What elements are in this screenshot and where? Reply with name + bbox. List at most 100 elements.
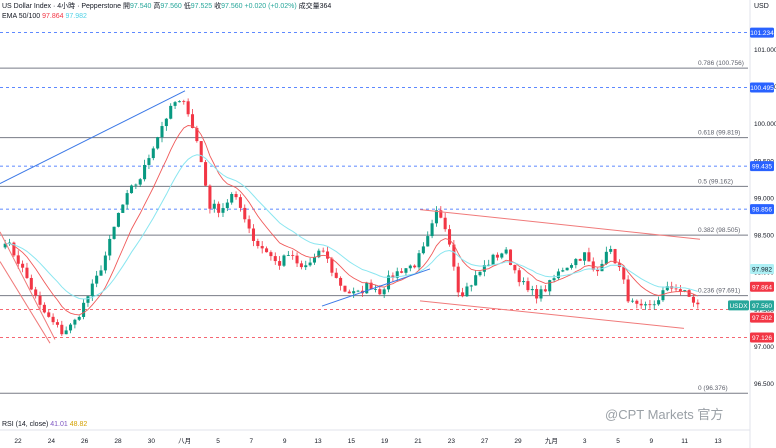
candle: [260, 246, 264, 249]
candle: [116, 212, 120, 227]
candle: [173, 102, 177, 106]
candle: [138, 179, 142, 185]
candle: [365, 282, 369, 294]
symbol-title[interactable]: US Dollar Index · 4小時 · Pepperstone: [2, 3, 122, 10]
candle: [343, 285, 347, 292]
candle: [487, 264, 491, 266]
price-tag-label: 101.234: [750, 30, 774, 37]
price-tag-bg: [750, 300, 774, 311]
x-tick-label: 7: [250, 438, 254, 445]
y-tick-label: 98.500: [754, 233, 774, 240]
candle: [369, 282, 373, 290]
candle: [247, 219, 251, 229]
candle: [574, 259, 578, 266]
candle: [530, 289, 534, 291]
candle: [308, 262, 312, 266]
candle: [373, 289, 377, 290]
channel-top-line: [419, 209, 701, 240]
candle: [495, 254, 499, 258]
candle: [82, 302, 86, 317]
price-tag-bg: [728, 300, 749, 311]
x-tick-label: 9: [283, 438, 287, 445]
candle: [265, 248, 269, 253]
candle: [304, 265, 308, 268]
price-tag: 100.495: [750, 82, 774, 93]
candle: [326, 251, 330, 259]
change-value: +0.020 (+0.02%): [244, 3, 297, 10]
rsi-label: RSI (14, close): [2, 421, 49, 428]
candle: [212, 203, 216, 209]
candle: [90, 283, 94, 297]
legend-rsi[interactable]: RSI (14, close) 41.01 48.82: [2, 420, 87, 429]
candle: [552, 278, 556, 281]
legend-ema[interactable]: EMA 50/100 97.864 97.982: [2, 12, 87, 21]
candle: [526, 281, 530, 291]
candle: [339, 277, 343, 286]
candle: [125, 193, 129, 205]
candle: [665, 286, 669, 291]
x-tick-label: 13: [714, 438, 722, 445]
candle: [404, 268, 408, 273]
candle: [221, 208, 225, 213]
candle: [47, 312, 51, 317]
price-tag-label: 99.435: [752, 164, 772, 171]
candle: [347, 291, 351, 294]
candle: [661, 290, 665, 301]
x-tick-label: 30: [148, 438, 156, 445]
candle: [587, 252, 591, 262]
candle: [225, 202, 229, 209]
price-tag: USDX: [728, 300, 749, 311]
x-tick-label: 11: [681, 438, 688, 445]
candle: [482, 265, 486, 272]
candle: [321, 250, 325, 252]
candle: [3, 243, 7, 248]
candle: [674, 288, 678, 290]
y-tick-label: 99.000: [754, 195, 774, 202]
price-tag: 97.502: [750, 312, 774, 323]
x-tick-label: 21: [414, 438, 422, 445]
fib-label: 0 (96.376): [698, 385, 728, 392]
candle: [291, 255, 295, 256]
price-tag-label: 97.864: [752, 284, 772, 291]
price-tag: 97.982: [750, 264, 774, 275]
low-value: 97.525: [190, 3, 213, 10]
candle: [635, 300, 639, 304]
candle: [251, 228, 256, 241]
high-value: 97.560: [160, 3, 182, 10]
candle: [86, 296, 90, 303]
candle: [600, 263, 604, 272]
candle: [604, 251, 608, 264]
price-tag-bg: [750, 204, 774, 215]
x-tick-label: 26: [81, 438, 89, 445]
candle: [317, 250, 321, 258]
candle: [696, 302, 700, 305]
price-tag-bg: [750, 82, 774, 93]
candle: [456, 266, 460, 293]
candle: [491, 254, 495, 265]
candle: [443, 217, 447, 230]
x-tick-label: 28: [114, 438, 122, 445]
fib-label: 0.618 (99.819): [698, 130, 740, 137]
candle: [387, 275, 391, 290]
fib-label: 0.236 (97.691): [698, 288, 740, 295]
price-tag-label: 97.560: [752, 303, 772, 310]
candle: [169, 105, 173, 119]
x-tick-label: 3: [583, 438, 587, 445]
candle: [64, 330, 68, 335]
candle: [77, 316, 81, 320]
candle: [164, 118, 168, 127]
candle: [569, 265, 574, 268]
price-tag-label: USDX: [729, 303, 748, 310]
candle: [417, 253, 421, 268]
rsi-value-b: 48.82: [69, 421, 88, 428]
x-tick-label: 9: [650, 438, 654, 445]
candle: [508, 249, 513, 266]
candle: [522, 281, 526, 283]
x-tick-label: 九月: [545, 436, 558, 445]
candle: [691, 296, 695, 303]
candle: [626, 279, 630, 302]
candle: [217, 203, 221, 213]
candle: [55, 322, 59, 325]
price-tag-label: 100.495: [750, 85, 774, 92]
